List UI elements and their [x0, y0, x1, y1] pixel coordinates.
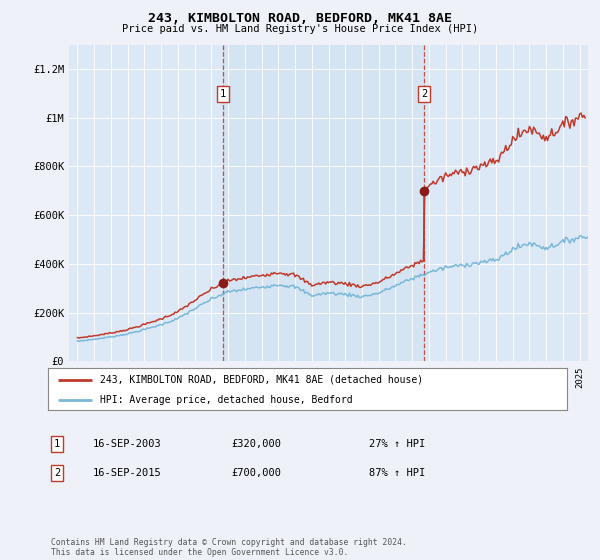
Text: 16-SEP-2003: 16-SEP-2003: [93, 439, 162, 449]
Text: £700,000: £700,000: [231, 468, 281, 478]
Bar: [223, 45, 424, 361]
Text: 2: 2: [421, 89, 427, 99]
Text: 16-SEP-2015: 16-SEP-2015: [93, 468, 162, 478]
Text: 243, KIMBOLTON ROAD, BEDFORD, MK41 8AE (detached house): 243, KIMBOLTON ROAD, BEDFORD, MK41 8AE (…: [100, 375, 423, 385]
Text: 243, KIMBOLTON ROAD, BEDFORD, MK41 8AE: 243, KIMBOLTON ROAD, BEDFORD, MK41 8AE: [148, 12, 452, 25]
Text: £320,000: £320,000: [231, 439, 281, 449]
Text: HPI: Average price, detached house, Bedford: HPI: Average price, detached house, Bedf…: [100, 395, 353, 404]
Text: 1: 1: [54, 439, 60, 449]
Text: 27% ↑ HPI: 27% ↑ HPI: [369, 439, 425, 449]
Text: 2: 2: [54, 468, 60, 478]
Text: Price paid vs. HM Land Registry's House Price Index (HPI): Price paid vs. HM Land Registry's House …: [122, 24, 478, 34]
Text: 1: 1: [220, 89, 226, 99]
Text: 87% ↑ HPI: 87% ↑ HPI: [369, 468, 425, 478]
Text: Contains HM Land Registry data © Crown copyright and database right 2024.
This d: Contains HM Land Registry data © Crown c…: [51, 538, 407, 557]
